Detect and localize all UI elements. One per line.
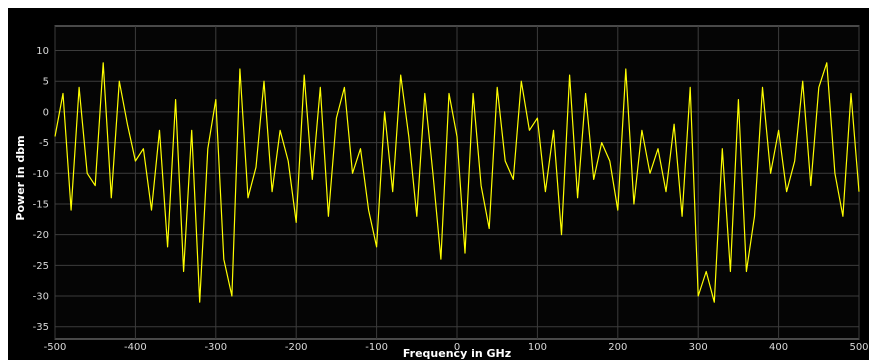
- x-tick-label: 300: [689, 342, 708, 353]
- y-tick-label: -25: [33, 261, 49, 272]
- x-tick-label: -200: [285, 342, 308, 353]
- y-axis-title: Power in dbm: [14, 135, 27, 220]
- x-tick-label: 0: [454, 342, 460, 353]
- y-tick-label: 5: [43, 77, 49, 88]
- y-tick-label: 0: [43, 107, 49, 118]
- x-tick-label: 200: [608, 342, 627, 353]
- x-tick-label: 400: [769, 342, 788, 353]
- y-tick-label: -15: [33, 199, 49, 210]
- x-tick-label: -400: [124, 342, 147, 353]
- tick-labels: -500 -400 -300 -200 -100 0 100 200 300 400 500 10 5 0…: [33, 46, 869, 353]
- x-tick-label: 100: [528, 342, 547, 353]
- y-tick-label: -20: [33, 230, 49, 241]
- y-tick-label: -10: [33, 169, 49, 180]
- x-tick-label: 500: [849, 342, 868, 353]
- y-tick-label: -30: [33, 292, 49, 303]
- x-axis-title: Frequency in GHz: [403, 347, 511, 360]
- series-group: [54, 62, 860, 303]
- y-tick-label: 10: [36, 46, 49, 57]
- power-series-line: [54, 62, 860, 303]
- y-tick-label: -35: [33, 322, 49, 333]
- x-tick-label: -500: [44, 342, 67, 353]
- x-tick-label: -300: [204, 342, 227, 353]
- x-tick-label: -100: [365, 342, 388, 353]
- y-tick-label: -5: [39, 138, 49, 149]
